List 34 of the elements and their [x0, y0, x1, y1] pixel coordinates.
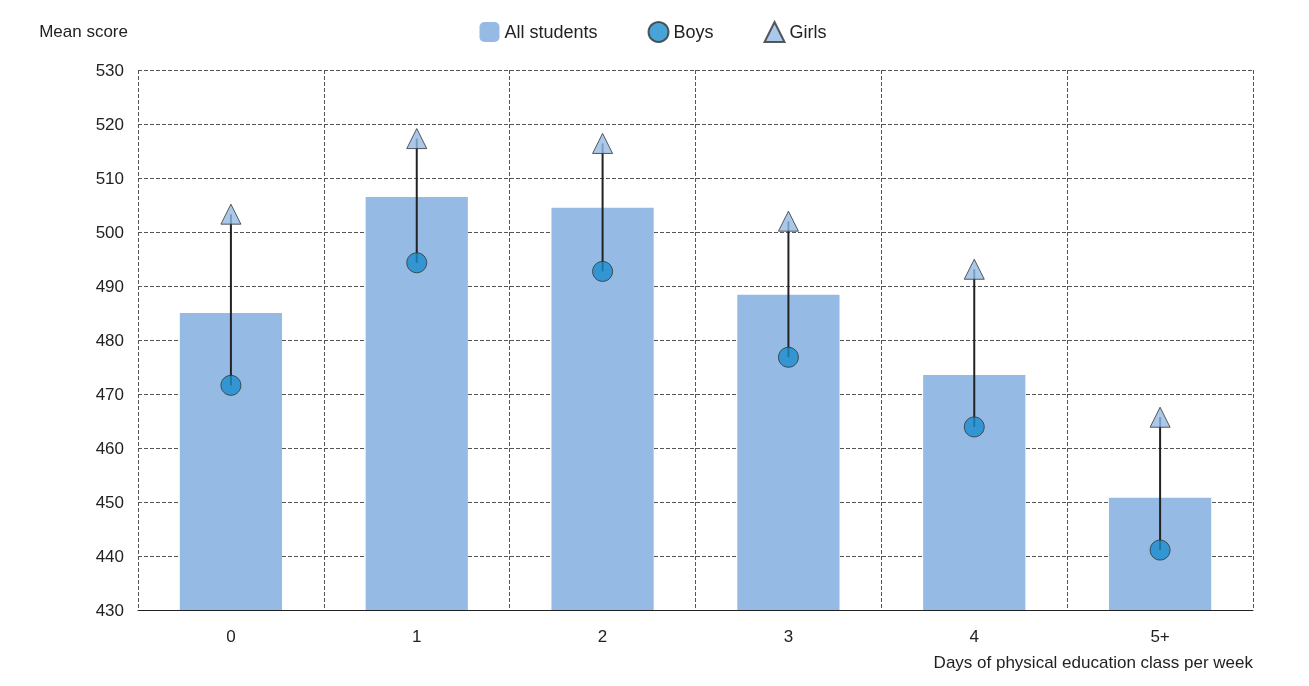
point [220, 374, 242, 396]
y-tick-label: 520 [95, 114, 124, 134]
y-tick-label: 470 [95, 384, 124, 404]
y-tick-label: 480 [95, 330, 124, 350]
x-tick-label: 1 [412, 627, 422, 646]
point [963, 416, 985, 438]
point [1149, 539, 1171, 561]
x-tick-label: 2 [597, 627, 608, 646]
point [777, 346, 799, 368]
x-tick-label: 5+ [1150, 627, 1170, 646]
y-tick-label: 530 [95, 60, 124, 80]
point [963, 258, 985, 280]
legend-label: Girls [789, 22, 827, 42]
y-tick-label: 460 [95, 438, 124, 458]
y-tick-label: 430 [95, 600, 124, 620]
y-tick-label: 440 [95, 546, 124, 566]
x-tick-label: 3 [783, 627, 794, 646]
point [406, 128, 428, 150]
point [777, 210, 799, 232]
legend-label: All students [504, 22, 598, 42]
y-tick-label: 500 [95, 222, 124, 242]
point [592, 260, 614, 282]
y-tick-label: 490 [95, 276, 124, 296]
point [592, 132, 614, 154]
y-tick-label: 450 [95, 492, 124, 512]
point [220, 203, 242, 225]
x-axis-title: Days of physical education class per week [933, 653, 1254, 672]
point [406, 252, 428, 274]
y-tick-label: 510 [95, 168, 124, 188]
x-tick-label: 0 [226, 627, 236, 646]
point [1149, 406, 1171, 428]
x-tick-label: 4 [969, 627, 979, 646]
y-axis-title: Mean score [39, 22, 128, 41]
legend-label: Boys [673, 22, 714, 42]
